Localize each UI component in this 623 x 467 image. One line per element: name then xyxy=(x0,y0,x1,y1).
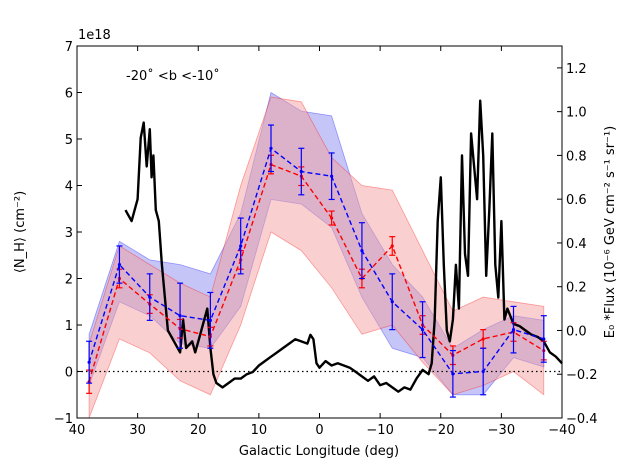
left-y-tick-label: 3 xyxy=(65,226,73,241)
x-tick-label: −30 xyxy=(488,423,515,438)
x-tick-label: −20 xyxy=(427,423,454,438)
blue-data-point xyxy=(269,146,273,150)
blue-data-point xyxy=(451,372,455,376)
x-tick-label: 10 xyxy=(251,423,268,438)
left-y-tick-label: 1 xyxy=(65,319,73,334)
right-y-tick-label: 1.2 xyxy=(566,62,587,77)
right-y-tick-label: 0.0 xyxy=(566,324,587,339)
right-y-tick-label: −0.2 xyxy=(566,368,598,383)
blue-data-point xyxy=(360,249,364,253)
blue-data-point xyxy=(148,295,152,299)
x-tick-label: −10 xyxy=(366,423,393,438)
x-tick-label: 0 xyxy=(315,423,323,438)
x-tick-label: 30 xyxy=(129,423,146,438)
red-band xyxy=(88,96,545,419)
left-y-tick-label: 2 xyxy=(65,273,73,288)
right-y-tick-label: 0.6 xyxy=(566,193,587,208)
latitude-annotation: -20˚ <b <-10˚ xyxy=(126,68,220,84)
x-tick-label: 40 xyxy=(69,423,86,438)
left-y-tick-label: 7 xyxy=(65,40,73,55)
left-y-tick-label: 6 xyxy=(65,87,73,102)
left-axis-label: ⟨N_H⟩ (cm⁻²) xyxy=(13,191,28,273)
blue-data-point xyxy=(511,328,516,332)
blue-data-point xyxy=(178,314,182,318)
model-series xyxy=(86,124,547,398)
left-y-tick-label: 0 xyxy=(65,366,73,381)
right-y-tick-label: 0.2 xyxy=(566,281,587,296)
right-y-tick-label: 1.0 xyxy=(566,106,587,121)
gamma-ray-profile-line xyxy=(124,99,563,393)
x-tick-label: −40 xyxy=(548,423,575,438)
left-y-tick-label: 5 xyxy=(65,133,73,148)
red-data-point xyxy=(481,337,485,341)
blue-data-point xyxy=(420,328,425,332)
blue-data-point xyxy=(542,337,546,341)
right-y-tick-label: 0.8 xyxy=(566,149,587,164)
right-y-tick-label: −0.4 xyxy=(566,412,598,427)
blue-data-point xyxy=(330,174,334,178)
gamma-ray-profile xyxy=(124,99,563,393)
blue-data-point xyxy=(117,262,122,267)
red-data-point xyxy=(390,244,394,248)
blue-data-point xyxy=(481,369,485,374)
x-tick-label: 20 xyxy=(190,423,207,438)
blue-data-point xyxy=(390,300,394,304)
x-axis-label: Galactic Longitude (deg) xyxy=(239,444,399,459)
left-y-tick-label: 4 xyxy=(65,180,73,195)
red-data-point xyxy=(330,216,334,220)
blue-series-line xyxy=(88,147,545,375)
blue-data-point xyxy=(208,318,212,322)
blue-data-point xyxy=(299,169,303,174)
right-axis-label: E₀ *Flux (10⁻⁶ GeV cm⁻² s⁻¹ sr⁻¹) xyxy=(603,126,618,338)
uncertainty-bands xyxy=(88,91,545,419)
left-y-tick-label: −1 xyxy=(54,412,73,427)
red-series-line xyxy=(88,163,545,382)
blue-data-point xyxy=(239,244,243,248)
axis-ticks: 40 30 20 10 0 −10 −20 −30 −40−101234567−0.4−0.20… xyxy=(54,40,598,438)
exponent-label: 1e18 xyxy=(78,28,111,43)
blue-data-point xyxy=(87,360,91,364)
right-y-tick-label: 0.4 xyxy=(566,237,587,252)
